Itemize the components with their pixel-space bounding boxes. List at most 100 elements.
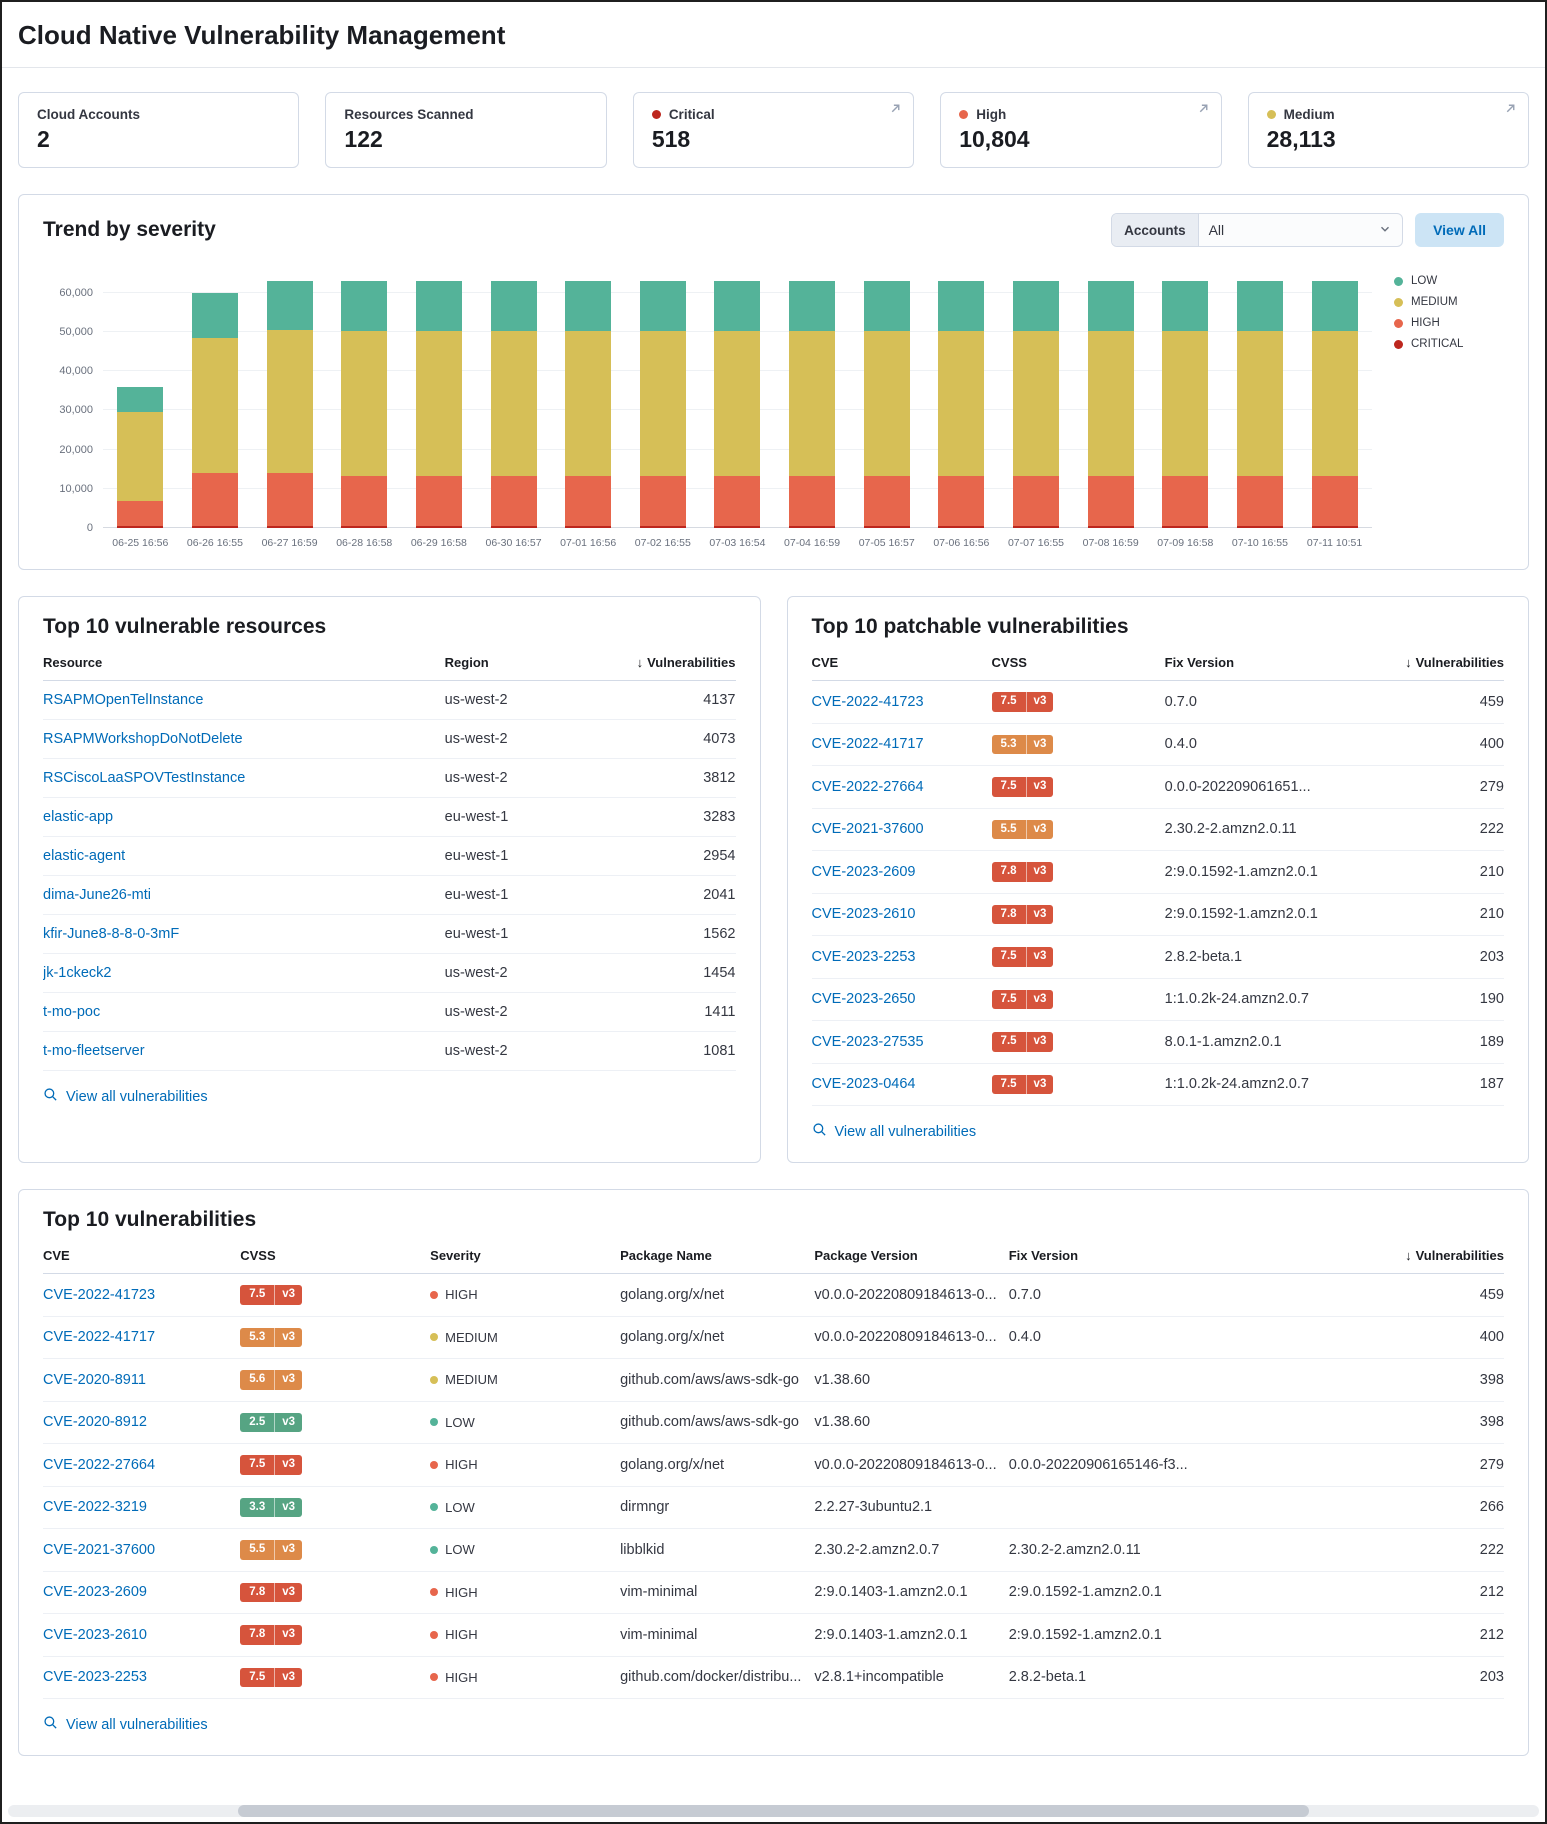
stacked-bar-06-28-16-58[interactable]	[341, 280, 388, 528]
cvss-version: v3	[1025, 904, 1054, 924]
top-vulnerable-resources-link-t-mo-poc[interactable]: t-mo-poc	[43, 1004, 101, 1020]
expand-icon[interactable]	[889, 102, 902, 120]
horizontal-scrollbar[interactable]	[8, 1805, 1539, 1817]
cvss-badge: 7.5 v3	[991, 947, 1054, 967]
top-patchable-vulnerabilities-link-cve-2023-0464[interactable]: CVE-2023-0464	[811, 1076, 916, 1093]
top-vulnerabilities-view-all-link[interactable]: View all vulnerabilities	[43, 1715, 208, 1734]
top-vulnerabilities-link-cve-2020-8911[interactable]: CVE-2020-8911	[43, 1371, 146, 1388]
stacked-bar-06-30-16-57[interactable]	[490, 280, 537, 528]
top-patchable-vulnerabilities-link-cve-2021-37600[interactable]: CVE-2021-37600	[811, 821, 924, 838]
top-vulnerabilities-link-cve-2020-8912[interactable]: CVE-2020-8912	[43, 1414, 147, 1431]
cell-fix: 0.4.0	[1164, 723, 1366, 766]
top-vulnerable-resources-link-t-mo-fleetserver[interactable]: t-mo-fleetserver	[43, 1043, 145, 1059]
top-vulnerabilities-link-cve-2022-41717[interactable]: CVE-2022-41717	[43, 1329, 156, 1346]
top-vulnerable-resources-link-rsapmopentelinstance[interactable]: RSAPMOpenTelInstance	[43, 692, 204, 708]
view-all-button[interactable]: View All	[1415, 213, 1504, 247]
legend-item-critical[interactable]: CRITICAL	[1394, 338, 1504, 350]
stacked-bar-07-02-16-55[interactable]	[639, 280, 686, 528]
cell-count: 1081	[610, 1031, 736, 1071]
legend-label: MEDIUM	[1411, 296, 1458, 308]
cvss-score: 7.5	[249, 1458, 266, 1470]
stacked-bar-06-27-16-59[interactable]	[266, 280, 313, 528]
cell-count: 4073	[610, 719, 736, 759]
top-vulnerable-resources-link-rsciscolaaspovtestinstance[interactable]: RSCiscoLaaSPOVTestInstance	[43, 770, 246, 786]
stacked-bar-06-25-16-56[interactable]	[117, 386, 164, 528]
stacked-bar-06-26-16-55[interactable]	[191, 292, 238, 528]
bar-slot	[178, 273, 253, 528]
top-patchable-vulnerabilities-link-cve-2022-27664[interactable]: CVE-2022-27664	[811, 778, 924, 795]
cell-cve: CVE-2022-27664	[43, 1443, 241, 1487]
top-patchable-vulnerabilities-link-cve-2023-27535[interactable]: CVE-2023-27535	[811, 1033, 924, 1050]
expand-icon[interactable]	[1197, 102, 1210, 120]
stacked-bar-07-10-16-55[interactable]	[1236, 280, 1283, 528]
stat-label-row: Resources Scanned	[344, 107, 587, 122]
stacked-bar-07-08-16-59[interactable]	[1087, 280, 1134, 528]
table-row: RSAPMOpenTelInstance us-west-2 4137	[43, 680, 736, 720]
column-header-vulnerabilities[interactable]: ↓ Vulnerabilities	[1286, 1248, 1504, 1274]
x-axis-tick-label: 07-06 16:56	[933, 537, 990, 549]
stacked-bar-07-05-16-57[interactable]	[863, 280, 910, 528]
sort-descending-icon: ↓	[1405, 1248, 1412, 1263]
stacked-bar-07-03-16-54[interactable]	[714, 280, 761, 528]
table-row: CVE-2022-41723 7.5 v3 HIGH golang.org/x/net v…	[43, 1273, 1504, 1317]
bar-segment-medium	[565, 330, 612, 476]
cell-fix: 2.30.2-2.amzn2.0.11	[1164, 808, 1366, 851]
top-patchable-vulnerabilities-link-cve-2023-2609[interactable]: CVE-2023-2609	[811, 863, 916, 880]
legend-item-low[interactable]: LOW	[1394, 275, 1504, 287]
top-vulnerable-resources-link-elastic-app[interactable]: elastic-app	[43, 809, 114, 825]
top-vulnerabilities-link-cve-2023-2609[interactable]: CVE-2023-2609	[43, 1584, 147, 1601]
top-patchable-vulnerabilities-link-cve-2022-41723[interactable]: CVE-2022-41723	[811, 693, 924, 710]
top-patchable-vulnerabilities-link-cve-2023-2610[interactable]: CVE-2023-2610	[811, 906, 916, 923]
cell-package-version: 2:9.0.1403-1.amzn2.0.1	[814, 1613, 1009, 1657]
top-patchable-vulnerabilities-link-cve-2023-2253[interactable]: CVE-2023-2253	[811, 948, 916, 965]
top-vulnerable-resources-view-all-link[interactable]: View all vulnerabilities	[43, 1087, 208, 1106]
column-header-vulnerabilities[interactable]: ↓ Vulnerabilities	[610, 655, 736, 681]
stacked-bar-07-07-16-55[interactable]	[1013, 280, 1059, 528]
cell-region: eu-west-1	[444, 914, 611, 954]
table-row: CVE-2021-37600 5.5 v3 LOW libblkid 2.30.2-2.a…	[43, 1528, 1504, 1572]
top-vulnerable-resources-link-dima-june26-mti[interactable]: dima-June26-mti	[43, 887, 151, 903]
top-patchable-vulnerabilities-link-cve-2022-41717[interactable]: CVE-2022-41717	[811, 736, 924, 753]
x-axis-tick-label: 07-08 16:59	[1082, 537, 1139, 549]
legend-item-high[interactable]: HIGH	[1394, 317, 1504, 329]
accounts-filter-select[interactable]: Accounts All	[1111, 213, 1404, 247]
bar-segment-critical	[714, 526, 761, 528]
top-vulnerabilities-link-cve-2022-41723[interactable]: CVE-2022-41723	[43, 1286, 156, 1303]
column-header-vulnerabilities[interactable]: ↓ Vulnerabilities	[1365, 655, 1504, 681]
stat-card-high: High 10,804	[940, 92, 1222, 168]
top-vulnerable-resources-link-elastic-agent[interactable]: elastic-agent	[43, 848, 126, 864]
cell-count: 187	[1365, 1063, 1504, 1106]
expand-icon[interactable]	[1504, 102, 1517, 120]
stacked-bar-07-09-16-58[interactable]	[1162, 280, 1209, 528]
stacked-bar-06-29-16-58[interactable]	[415, 280, 462, 528]
top-vulnerabilities-link-cve-2023-2253[interactable]: CVE-2023-2253	[43, 1669, 147, 1686]
cvss-badge: 5.3 v3	[991, 734, 1054, 754]
legend-label: CRITICAL	[1411, 338, 1464, 350]
bar-segment-critical	[117, 526, 164, 528]
cell-severity: LOW	[430, 1401, 621, 1444]
cvss-version: v3	[1025, 1074, 1054, 1094]
stacked-bar-07-11-10-51[interactable]	[1311, 280, 1358, 528]
bar-slot	[402, 273, 477, 528]
bar-segment-critical	[639, 526, 686, 528]
stacked-bar-07-01-16-56[interactable]	[565, 280, 612, 528]
bar-segment-critical	[565, 526, 612, 528]
top-vulnerabilities-link-cve-2023-2610[interactable]: CVE-2023-2610	[43, 1626, 147, 1643]
legend-item-medium[interactable]: MEDIUM	[1394, 296, 1504, 308]
top-patchable-vulnerabilities-link-cve-2023-2650[interactable]: CVE-2023-2650	[811, 991, 916, 1008]
cell-package-name: github.com/docker/distribu...	[620, 1656, 815, 1699]
stacked-bar-07-04-16-59[interactable]	[789, 280, 836, 528]
stacked-bar-07-06-16-56[interactable]	[938, 280, 985, 528]
x-axis-tick-label: 06-30 16:57	[485, 537, 542, 549]
table-row: CVE-2023-2650 7.5 v3 1:1.0.2k-24.amzn2.0.7 1…	[811, 978, 1504, 1021]
severity-indicator: LOW	[430, 1415, 612, 1430]
top-vulnerabilities-link-cve-2021-37600[interactable]: CVE-2021-37600	[43, 1541, 156, 1558]
top-vulnerabilities-link-cve-2022-3219[interactable]: CVE-2022-3219	[43, 1499, 147, 1516]
scrollbar-thumb[interactable]	[237, 1805, 1310, 1817]
top-vulnerabilities-link-cve-2022-27664[interactable]: CVE-2022-27664	[43, 1456, 156, 1473]
top-vulnerable-resources-link-kfir-june8-8-8-0-3mf[interactable]: kfir-June8-8-8-0-3mF	[43, 926, 180, 942]
bar-segment-critical	[341, 526, 388, 528]
top-vulnerable-resources-link-rsapmworkshopdonotdelete[interactable]: RSAPMWorkshopDoNotDelete	[43, 731, 243, 747]
top-patchable-vulnerabilities-view-all-link[interactable]: View all vulnerabilities	[812, 1122, 976, 1141]
top-vulnerable-resources-link-jk-1ckeck2[interactable]: jk-1ckeck2	[43, 965, 112, 981]
